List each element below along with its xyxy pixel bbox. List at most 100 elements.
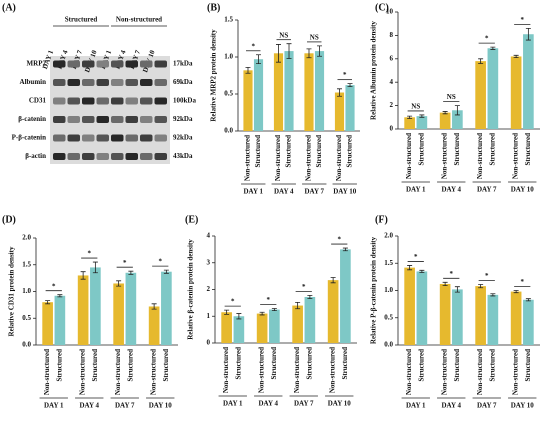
x-tick-label: DAY 7 [294, 400, 314, 408]
protein-label: β-actin [25, 152, 46, 160]
x-tick-label: DAY 10 [511, 402, 535, 410]
x-tick-label: DAY 4 [441, 402, 461, 410]
significance-label: * [521, 278, 525, 286]
y-tick-label: 4 [207, 232, 211, 240]
group-label: Structured [65, 16, 98, 24]
y-tick-label: 1.5 [224, 16, 233, 24]
bar [253, 59, 264, 131]
size-label: 43kDa [173, 152, 193, 160]
error-bar [407, 265, 413, 271]
band [154, 116, 167, 123]
x-tick-label: DAY 4 [258, 400, 278, 408]
y-tick-label: 1.0 [22, 287, 31, 295]
y-tick-label: 6 [390, 54, 394, 62]
bar-label: Non-structured [222, 347, 230, 393]
error-bar [525, 298, 531, 302]
band [67, 79, 80, 86]
bar-label: Structured [55, 349, 63, 382]
error-bar [307, 294, 313, 299]
band [154, 97, 167, 105]
bar-label: Structured [315, 135, 323, 168]
y-axis-label: Relative MRP2 protein density [210, 29, 218, 122]
bar-label: Structured [346, 135, 354, 168]
bar-label: Non-structured [441, 349, 449, 395]
bar [452, 289, 463, 345]
error-bar [454, 105, 460, 116]
significance-label: NS [447, 93, 456, 101]
bar-label: Non-structured [405, 349, 413, 395]
significance-label: NS [279, 31, 288, 39]
bar-label: Non-structured [43, 349, 51, 395]
y-tick-label: 2 [207, 285, 211, 293]
bar-label: Non-structured [114, 349, 122, 395]
panel-label: (B) [207, 2, 220, 13]
significance-label: * [343, 71, 347, 79]
size-label: 100kDa [173, 97, 196, 105]
y-tick-label: 0.0 [384, 341, 393, 349]
error-bar [80, 271, 86, 280]
significance-label: NS [411, 103, 420, 111]
y-axis-label: Relative β-catenin protein density [187, 239, 195, 340]
error-bar [330, 277, 336, 284]
bar-label: Structured [417, 133, 425, 166]
band [140, 134, 153, 142]
x-tick-label: DAY 1 [406, 186, 426, 194]
bar-label: Non-structured [512, 133, 520, 179]
error-bar [419, 114, 425, 118]
band [82, 153, 95, 160]
significance-label: * [414, 253, 418, 261]
x-tick-label: DAY 1 [243, 188, 263, 196]
error-bar [259, 311, 265, 316]
y-tick-label: 0.0 [22, 341, 31, 349]
band [111, 134, 124, 142]
bar-label: Structured [488, 349, 496, 382]
protein-label: P-β-catenin [12, 134, 47, 142]
band [96, 153, 109, 160]
bar-label: Structured [488, 133, 496, 166]
bar [404, 267, 415, 345]
band [82, 134, 95, 142]
y-tick-label: 1.5 [22, 260, 31, 268]
bar [77, 275, 89, 345]
significance-label: NS [310, 34, 319, 42]
panel-label: (D) [2, 214, 16, 225]
protein-label: CD31 [29, 97, 47, 105]
bar [273, 53, 284, 131]
size-label: 69kDa [173, 78, 193, 86]
bar [233, 316, 245, 343]
error-bar [92, 261, 98, 274]
bar-label: Structured [305, 347, 313, 380]
band [140, 79, 153, 86]
error-bar [317, 45, 323, 57]
significance-label: * [88, 250, 92, 258]
band [82, 79, 95, 86]
protein-label: Albumin [20, 78, 47, 86]
bar [243, 70, 253, 131]
band [53, 97, 66, 105]
error-bar [513, 290, 519, 294]
bar-label: Structured [524, 133, 532, 166]
bar [510, 291, 522, 345]
band [140, 153, 153, 160]
bar-label: Non-structured [512, 349, 520, 395]
significance-label: * [159, 258, 163, 266]
bar-label: Non-structured [329, 347, 337, 393]
bar [314, 51, 325, 131]
error-bar [256, 54, 262, 65]
y-tick-label: 1 [207, 312, 211, 320]
error-bar [419, 269, 425, 273]
bar-label: Structured [254, 135, 262, 168]
bar [475, 61, 486, 129]
error-bar [128, 270, 134, 275]
significance-label: * [521, 16, 525, 24]
error-bar [236, 313, 242, 320]
band [125, 97, 138, 105]
error-bar [525, 27, 531, 41]
bar-label: Non-structured [405, 133, 413, 179]
significance-label: * [302, 283, 306, 291]
y-tick-label: 8 [390, 31, 394, 39]
bar [113, 283, 124, 345]
error-bar [57, 294, 63, 298]
band [82, 97, 95, 105]
